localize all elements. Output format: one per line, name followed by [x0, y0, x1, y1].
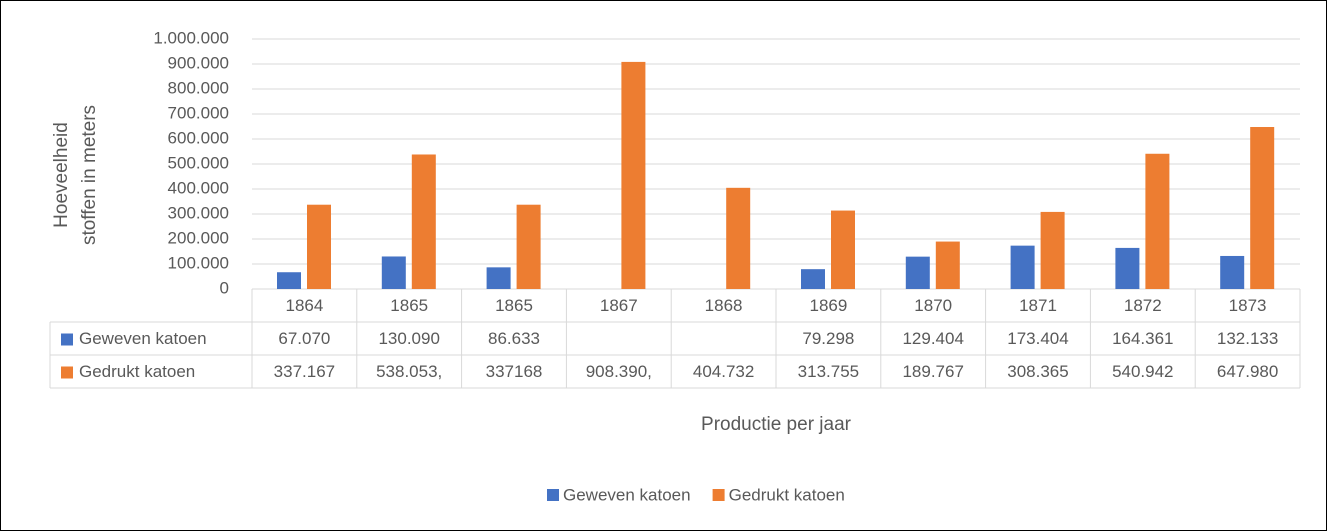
table-value: 129.404 [902, 329, 963, 348]
bar [1250, 127, 1275, 289]
y-tick-label: 500.000 [168, 153, 229, 172]
x-tick-label: 1865 [495, 296, 533, 315]
table-legend-key [61, 366, 73, 379]
bar [1040, 211, 1065, 289]
y-tick-label: 1.000.000 [153, 28, 229, 47]
y-tick-label: 0 [220, 278, 229, 297]
table-value: 337168 [486, 362, 543, 381]
x-tick-label: 1870 [914, 296, 952, 315]
x-tick-label: 1865 [390, 296, 428, 315]
y-axis-title: stoffen in meters [79, 105, 100, 245]
table-value: 647.980 [1217, 362, 1278, 381]
y-tick-label: 300.000 [168, 203, 229, 222]
table-value: 132.133 [1217, 329, 1278, 348]
y-tick-label: 900.000 [168, 53, 229, 72]
bar [1010, 245, 1035, 289]
bar [905, 256, 930, 289]
y-tick-label: 100.000 [168, 253, 229, 272]
table-value: 538.053, [376, 362, 442, 381]
legend-label: Gedrukt katoen [729, 485, 845, 504]
bar [307, 204, 331, 289]
y-tick-label: 600.000 [168, 128, 229, 147]
bar [935, 241, 960, 289]
y-tick-label: 800.000 [168, 78, 229, 97]
bar [381, 256, 406, 289]
bar [1115, 247, 1140, 289]
table-value: 337.167 [274, 362, 335, 381]
table-series-name: Gedrukt katoen [79, 362, 195, 381]
bar [516, 204, 541, 289]
table-value: 308.365 [1007, 362, 1068, 381]
x-tick-label: 1873 [1229, 296, 1267, 315]
y-tick-label: 400.000 [168, 178, 229, 197]
table-value: 540.942 [1112, 362, 1173, 381]
x-tick-label: 1871 [1019, 296, 1057, 315]
legend-key [712, 489, 725, 501]
bar [277, 272, 301, 289]
legend-label: Geweven katoen [563, 485, 691, 504]
x-tick-label: 1868 [705, 296, 743, 315]
table-value: 173.404 [1007, 329, 1068, 348]
table-value: 908.390, [586, 362, 652, 381]
table-legend-key [61, 333, 73, 346]
bar [726, 187, 751, 289]
y-axis-title: Hoeveelheid [51, 122, 72, 228]
x-tick-label: 1872 [1124, 296, 1162, 315]
bar [621, 61, 646, 290]
y-tick-label: 700.000 [168, 103, 229, 122]
bar [411, 154, 436, 289]
x-tick-label: 1869 [809, 296, 847, 315]
table-value: 189.767 [902, 362, 963, 381]
bar [801, 269, 825, 289]
table-value: 67.070 [278, 329, 330, 348]
table-value: 164.361 [1112, 329, 1173, 348]
table-value: 313.755 [798, 362, 859, 381]
bar [831, 210, 855, 289]
bar [1145, 153, 1170, 289]
x-axis-title: Productie per jaar [701, 414, 852, 435]
bar [1220, 255, 1245, 289]
table-value: 404.732 [693, 362, 754, 381]
table-value: 130.090 [378, 329, 439, 348]
legend-key [547, 489, 559, 501]
x-tick-label: 1864 [285, 296, 323, 315]
bar [486, 267, 511, 289]
y-tick-label: 200.000 [168, 228, 229, 247]
table-value: 79.298 [802, 329, 854, 348]
table-series-name: Geweven katoen [79, 329, 207, 348]
table-value: 86.633 [488, 329, 540, 348]
x-tick-label: 1867 [600, 296, 638, 315]
